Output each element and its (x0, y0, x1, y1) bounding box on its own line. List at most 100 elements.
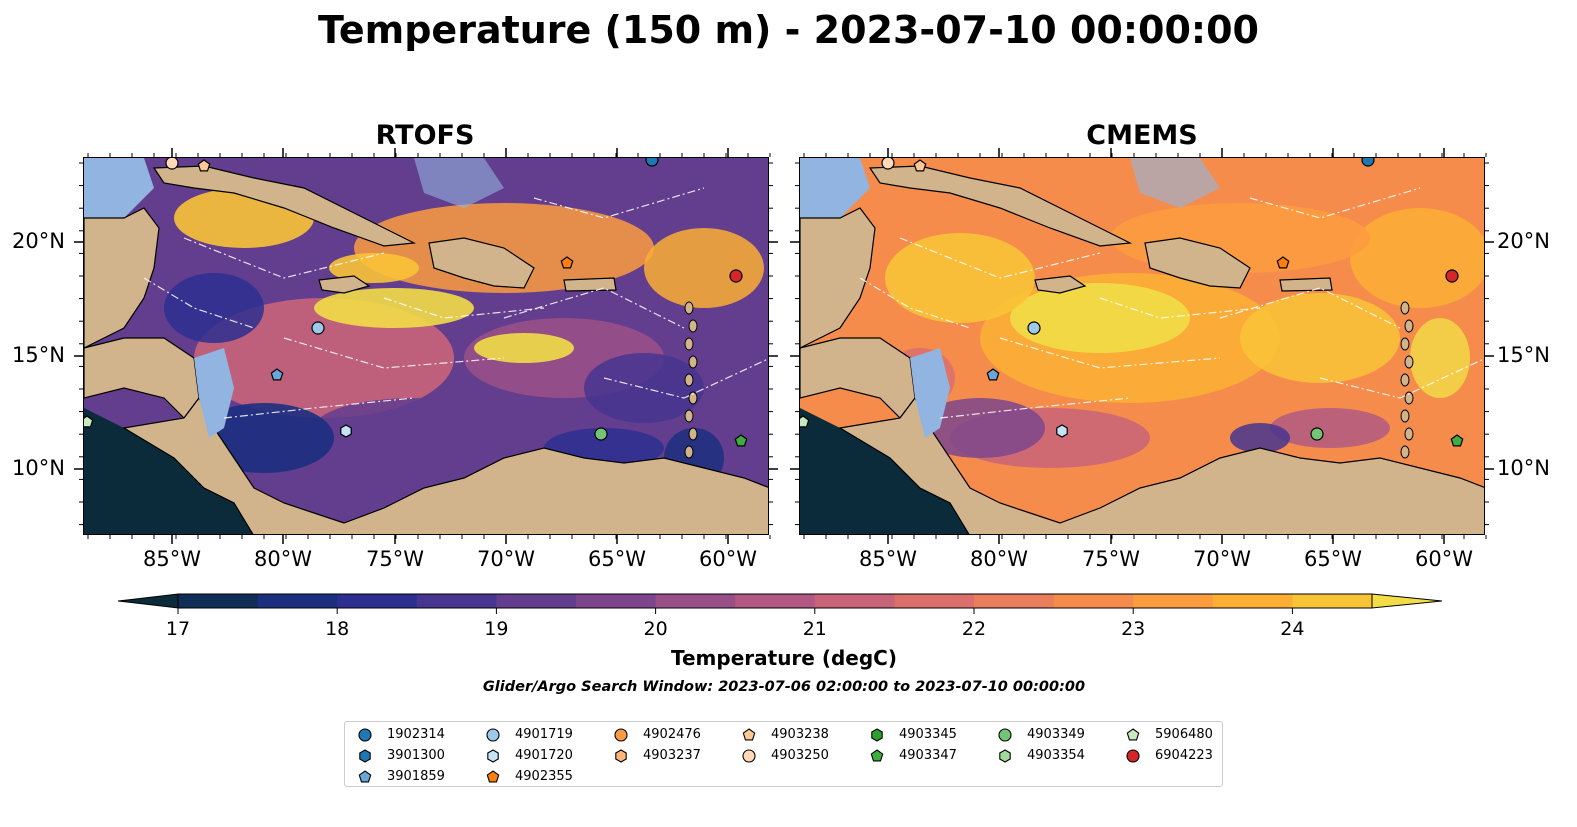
legend-label: 5906480 (1155, 727, 1213, 742)
search-window-text: Glider/Argo Search Window: 2023-07-06 02… (482, 679, 1086, 695)
legend-label: 4903237 (643, 748, 701, 763)
colorbar-segment (257, 594, 338, 608)
hexagon-marker-icon (999, 749, 1011, 763)
float-marker-4903250 (881, 158, 895, 170)
float-marker-6904223 (729, 269, 743, 283)
legend-label: 1902314 (387, 727, 445, 742)
lat-tick-label: 15°N (1497, 343, 1550, 367)
circle-marker-icon (998, 728, 1012, 742)
float-marker-4902355 (560, 256, 574, 269)
lon-tick-label: 75°W (366, 547, 424, 571)
legend-label: 4903347 (899, 748, 957, 763)
float-marker-4902355 (1276, 256, 1290, 269)
colorbar-title: Temperature (degC) (671, 646, 897, 670)
island (1404, 391, 1414, 405)
lat-tick-label: 10°N (12, 456, 65, 480)
colorbar-segment (655, 594, 736, 608)
island (684, 445, 694, 459)
legend-label: 4902355 (515, 769, 573, 784)
colorbar-tick-label: 19 (484, 618, 509, 640)
map-panel-rtofs[interactable] (83, 157, 769, 535)
pentagon-marker-icon (486, 770, 500, 783)
legend-label: 4902476 (643, 727, 701, 742)
south-america-land (122, 396, 768, 534)
lon-tick-label: 65°W (1304, 547, 1362, 571)
temperature-region (1410, 318, 1470, 398)
temperature-region (1240, 293, 1400, 383)
float-marker-1902314 (645, 158, 659, 167)
island (1400, 337, 1410, 351)
bahamas-shelf (1130, 158, 1220, 208)
legend-label: 6904223 (1155, 748, 1213, 763)
temperature-region (885, 233, 1035, 323)
colorbar-tick-label: 20 (643, 618, 668, 640)
legend-label: 4903354 (1027, 748, 1085, 763)
legend-label: 4903349 (1027, 727, 1085, 742)
legend-label: 4903250 (771, 748, 829, 763)
colorbar-arrow-high (1371, 593, 1443, 609)
panel-title-rtofs: RTOFS (375, 120, 475, 151)
circle-marker-icon (614, 728, 628, 742)
circle-marker-icon (1126, 749, 1140, 763)
hexagon-marker-icon (615, 749, 627, 763)
nicaragua-shelf (910, 348, 950, 438)
island (688, 391, 698, 405)
colorbar-segment (1053, 594, 1134, 608)
jamaica-land (1034, 275, 1087, 294)
map-axes (74, 148, 1494, 544)
pacific-ocean (800, 408, 969, 534)
colorbar-segment (496, 594, 577, 608)
colorbar-segment (1212, 594, 1293, 608)
lat-tick-label: 15°N (12, 343, 65, 367)
pentagon-marker-icon (358, 770, 372, 783)
legend-label: 4901720 (515, 748, 573, 763)
gulf-shelf (84, 158, 154, 218)
eez-boundary (603, 358, 768, 399)
island (684, 301, 694, 315)
eez-boundary (183, 237, 385, 279)
temperature-region (314, 398, 514, 458)
colorbar-segment (416, 594, 497, 608)
float-legend: 1902314 3901300 3901859 4901719 4901720 49023… (344, 721, 1223, 787)
colorbar-segment (178, 594, 259, 608)
temperature-region (644, 228, 764, 308)
map-panel-cmems[interactable] (799, 157, 1485, 535)
temperature-region (194, 298, 454, 418)
cuba-land (152, 165, 417, 247)
float-marker-4903347 (734, 434, 748, 447)
hispaniola-land (1144, 237, 1251, 289)
hexagon-marker-icon (871, 728, 883, 742)
lat-tick-label: 20°N (1497, 229, 1550, 253)
island (1404, 319, 1414, 333)
pentagon-marker-icon (742, 728, 756, 741)
temperature-region (474, 333, 574, 363)
colorbar-tick-label: 24 (1280, 618, 1305, 640)
legend-label: 4901719 (515, 727, 573, 742)
lon-tick-label: 80°W (970, 547, 1028, 571)
lon-tick-label: 85°W (859, 547, 917, 571)
figure-title: Temperature (150 m) - 2023-07-10 00:00:0… (317, 8, 1259, 52)
yucatan-land (84, 207, 160, 349)
hexagon-marker-icon (487, 749, 499, 763)
lon-tick-label: 60°W (699, 547, 757, 571)
eez-boundary (1099, 297, 1261, 319)
float-marker-4903347 (1450, 434, 1464, 447)
float-marker-4903250 (165, 158, 179, 170)
colorbar-segment (974, 594, 1055, 608)
jamaica-land (318, 275, 371, 294)
temperature-map-cmems (800, 158, 1484, 534)
temperature-region (1230, 423, 1290, 453)
island (684, 373, 694, 387)
circle-marker-icon (742, 749, 756, 763)
colorbar-frame (177, 593, 1373, 609)
float-marker-4903349 (594, 427, 608, 441)
eez-boundary (383, 297, 545, 319)
float-marker-4903238 (197, 159, 211, 172)
colorbar-tick-label: 18 (325, 618, 350, 640)
eez-boundary (143, 277, 255, 329)
hexagon-marker-icon (359, 749, 371, 763)
float-marker-1902314 (1361, 158, 1375, 167)
gulf-shelf (800, 158, 870, 218)
pentagon-marker-icon (1126, 728, 1140, 741)
island (684, 409, 694, 423)
